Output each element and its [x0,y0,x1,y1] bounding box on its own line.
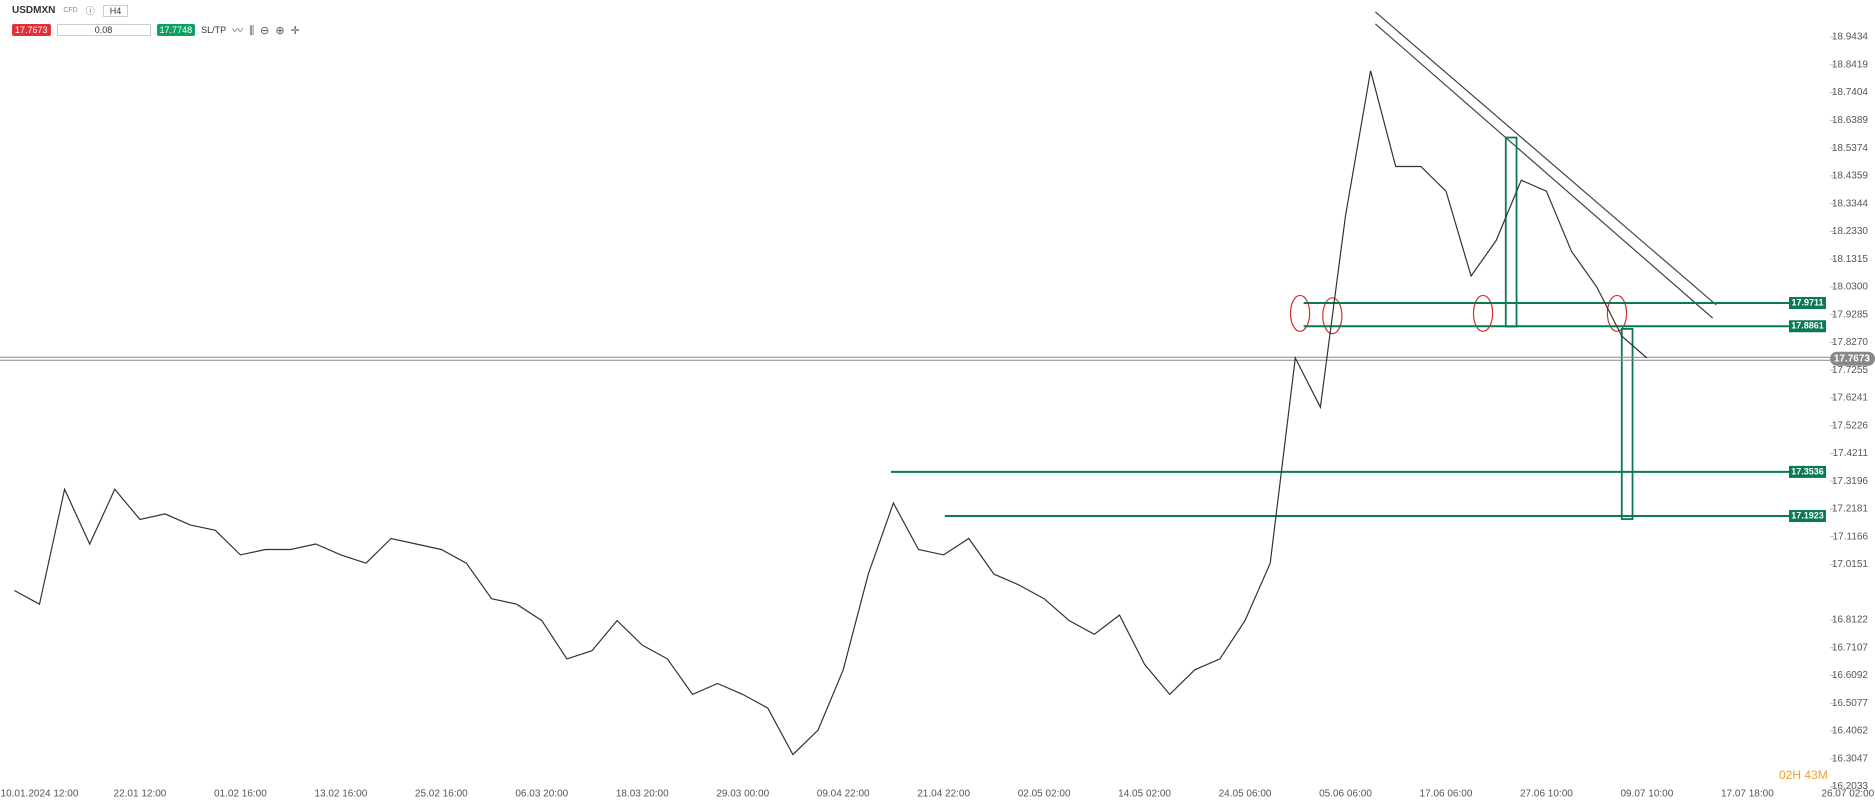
x-tick-label: 29.03 00:00 [716,789,769,800]
y-tick-label: 16.2033 [1832,781,1869,792]
order-bar: 17.7673 0.08 17.7748 SL/TP 〰⫼⊖⊕✛ [12,22,306,38]
x-tick-label: 21.04 22:00 [917,789,970,800]
current-price-label: 17.7673 [1834,353,1871,364]
y-tick-label: 16.4062 [1832,726,1869,737]
sell-price[interactable]: 17.7673 [12,24,51,36]
toolbar: USDMXN CFD ⓘ H4 [12,4,129,17]
y-tick-label: 17.8270 [1832,337,1869,348]
y-tick-label: 18.7404 [1832,87,1869,98]
timeframe[interactable]: H4 [102,4,129,17]
level-label: 17.3536 [1791,466,1824,476]
trend-line [1375,11,1717,306]
y-tick-label: 18.2330 [1832,226,1869,237]
info-icon[interactable]: ⓘ [85,6,95,16]
x-tick-label: 10.01.2024 12:00 [1,789,79,800]
level-tag [1789,320,1826,333]
range-box [1620,328,1634,520]
y-tick-label: 17.4211 [1833,448,1869,459]
countdown: 02H 43M [1779,768,1828,782]
level-label: 17.8861 [1791,321,1824,331]
y-tick-label: 18.3344 [1832,198,1869,209]
y-tick-label: 17.6241 [1832,393,1869,404]
drawings [1289,11,1717,520]
y-tick-label: 18.4359 [1832,171,1869,182]
y-tick-label: 16.8122 [1832,615,1869,626]
y-tick-label: 16.6092 [1832,670,1869,681]
y-tick-label: 17.0151 [1832,559,1869,570]
current-price-tag [1830,351,1875,366]
highlight [1606,294,1628,332]
x-tick-label: 01.02 16:00 [214,789,267,800]
instrument-type: CFD [63,7,78,14]
x-tick-label: 02.05 02:00 [1018,789,1071,800]
level-label: 17.1923 [1791,510,1824,520]
level-tag [1789,465,1826,478]
x-tick-label: 24.05 06:00 [1219,789,1272,800]
y-tick-label: 18.5374 [1832,143,1869,154]
symbol[interactable]: USDMXN [12,5,56,16]
x-tick-label: 25.02 16:00 [415,789,468,800]
x-tick-label: 06.03 20:00 [515,789,568,800]
price-line [14,70,1648,756]
x-tick-label: 09.04 22:00 [817,789,870,800]
level-label: 17.9711 [1791,297,1823,307]
x-tick-label: 27.06 10:00 [1520,789,1573,800]
y-tick-label: 18.0300 [1832,282,1869,293]
y-tick-label: 17.5226 [1832,420,1869,431]
x-tick-label: 18.03 20:00 [616,789,669,800]
x-tick-label: 17.07 18:00 [1721,789,1774,800]
x-tick-label: 26.07 02:00 [1821,789,1874,800]
x-tick-label: 09.07 10:00 [1620,789,1673,800]
y-tick-label: 16.5077 [1832,698,1869,709]
highlight [1472,294,1494,332]
x-tick-label: 22.01 12:00 [114,789,167,800]
sltp[interactable]: SL/TP [201,25,227,35]
y-tick-label: 16.3047 [1832,753,1869,764]
y-tick-label: 17.2181 [1832,504,1869,515]
y-tick-label: 17.3196 [1832,476,1869,487]
y-tick-label: 18.1315 [1832,254,1869,265]
level-tag [1789,510,1826,523]
volume[interactable]: 0.08 [56,24,151,36]
highlight [1289,294,1311,332]
y-tick-label: 18.6389 [1832,115,1869,126]
y-tick-label: 17.1166 [1833,531,1869,542]
x-tick-label: 13.02 16:00 [314,789,367,800]
level-tag [1789,297,1826,310]
highlight [1322,297,1343,335]
x-tick-label: 05.06 06:00 [1319,789,1372,800]
x-tick-label: 14.05 02:00 [1118,789,1171,800]
trend-line [1375,23,1714,319]
y-tick-label: 17.7255 [1832,365,1869,376]
x-tick-label: 17.06 06:00 [1420,789,1473,800]
y-tick-label: 18.9434 [1832,32,1869,43]
y-tick-label: 18.8419 [1832,59,1869,70]
range-box [1504,136,1518,328]
y-tick-label: 17.9285 [1832,309,1869,320]
y-tick-label: 16.7107 [1832,642,1869,653]
buy-price[interactable]: 17.7748 [156,24,196,36]
tool-icons[interactable]: 〰⫼⊖⊕✛ [232,25,306,37]
